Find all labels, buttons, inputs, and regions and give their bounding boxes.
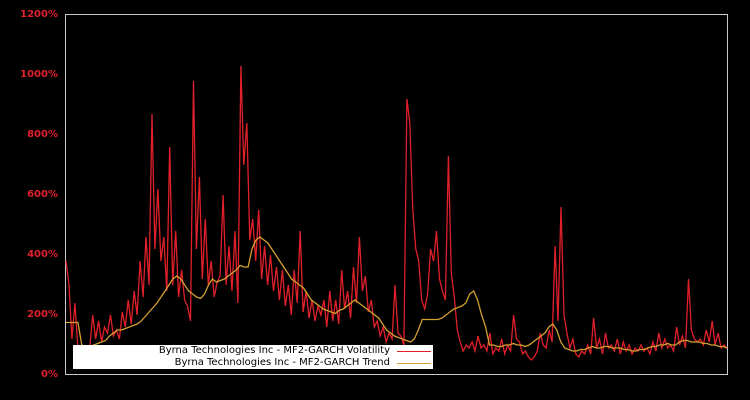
y-tick-1200: 1200% bbox=[20, 9, 58, 20]
chart-legend: Byrna Technologies Inc - MF2-GARCH Volat… bbox=[73, 345, 433, 369]
legend-swatch-trend bbox=[397, 362, 431, 364]
y-tick-0: 0% bbox=[41, 369, 58, 380]
y-tick-400: 400% bbox=[27, 249, 58, 260]
trend-line bbox=[66, 236, 728, 352]
legend-label-trend: Byrna Technologies Inc - MF2-GARCH Trend bbox=[174, 357, 390, 368]
y-tick-200: 200% bbox=[27, 309, 58, 320]
y-tick-800: 800% bbox=[27, 129, 58, 140]
legend-item-trend: Byrna Technologies Inc - MF2-GARCH Trend bbox=[175, 357, 433, 369]
legend-label-volatility: Byrna Technologies Inc - MF2-GARCH Volat… bbox=[158, 345, 390, 356]
y-tick-1000: 1000% bbox=[20, 69, 58, 80]
plot-frame bbox=[65, 14, 728, 375]
volatility-line bbox=[65, 65, 728, 361]
legend-swatch-volatility bbox=[397, 350, 431, 352]
y-tick-600: 600% bbox=[27, 189, 58, 200]
legend-item-volatility: Byrna Technologies Inc - MF2-GARCH Volat… bbox=[159, 345, 433, 357]
